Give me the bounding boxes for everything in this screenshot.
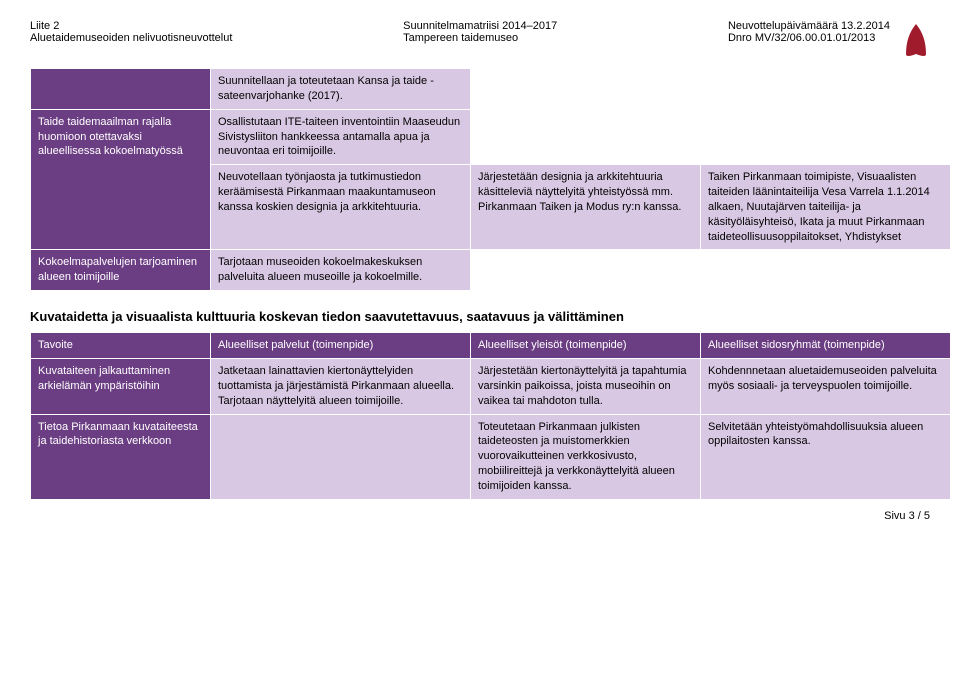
header-left: Liite 2 Aluetaidemuseoiden nelivuotisneu… bbox=[30, 20, 232, 44]
matrix-table-1: Suunnitellaan ja toteutetaan Kansa ja ta… bbox=[30, 68, 951, 291]
header-center: Suunnitelmamatriisi 2014–2017 Tampereen … bbox=[403, 20, 557, 44]
header-date: Neuvottelupäivämäärä 13.2.2014 bbox=[728, 20, 890, 32]
header-subtitle: Aluetaidemuseoiden nelivuotisneuvottelut bbox=[30, 32, 232, 44]
cell: Taiken Pirkanmaan toimipiste, Visuaalist… bbox=[701, 165, 951, 250]
table-row: Kuvataiteen jalkauttaminen arkielämän ym… bbox=[31, 358, 951, 414]
cell-empty bbox=[701, 69, 951, 110]
cell: Osallistutaan ITE-taiteen inventointiin … bbox=[211, 109, 471, 165]
table-row: Tietoa Pirkanmaan kuvataiteesta ja taide… bbox=[31, 414, 951, 499]
cell: Neuvotellaan työnjaosta ja tutkimustiedo… bbox=[211, 165, 471, 250]
cell: Kohdennnetaan aluetaidemuseoiden palvelu… bbox=[701, 358, 951, 414]
cell-empty bbox=[701, 109, 951, 165]
cell: Järjestetään designia ja arkkitehtuuria … bbox=[471, 165, 701, 250]
table-header-row: Tavoite Alueelliset palvelut (toimenpide… bbox=[31, 333, 951, 359]
header-right: Neuvottelupäivämäärä 13.2.2014 Dnro MV/3… bbox=[728, 20, 930, 60]
header-liite: Liite 2 bbox=[30, 20, 232, 32]
page-header: Liite 2 Aluetaidemuseoiden nelivuotisneu… bbox=[30, 20, 930, 60]
row-goal-cell: Tietoa Pirkanmaan kuvataiteesta ja taide… bbox=[31, 414, 211, 499]
row-goal-cell: Kokoelmapalvelujen tarjoaminen alueen to… bbox=[31, 250, 211, 291]
col-header: Alueelliset palvelut (toimenpide) bbox=[211, 333, 471, 359]
cell: Järjestetään kiertonäyttelyitä ja tapaht… bbox=[471, 358, 701, 414]
cell: Jatketaan lainattavien kiertonäyttelyide… bbox=[211, 358, 471, 414]
cell: Suunnitellaan ja toteutetaan Kansa ja ta… bbox=[211, 69, 471, 110]
matrix-table-2: Tavoite Alueelliset palvelut (toimenpide… bbox=[30, 332, 951, 500]
section-heading: Kuvataidetta ja visuaalista kulttuuria k… bbox=[30, 309, 930, 324]
header-museum: Tampereen taidemuseo bbox=[403, 32, 557, 44]
cell-empty bbox=[471, 69, 701, 110]
cell: Toteutetaan Pirkanmaan julkisten taidete… bbox=[471, 414, 701, 499]
table-row: Kokoelmapalvelujen tarjoaminen alueen to… bbox=[31, 250, 951, 291]
header-dnro: Dnro MV/32/06.00.01.01/2013 bbox=[728, 32, 890, 44]
row-goal-cell bbox=[31, 69, 211, 110]
cell: Selvitetään yhteistyömahdollisuuksia alu… bbox=[701, 414, 951, 499]
cell-empty bbox=[701, 250, 951, 291]
logo-icon bbox=[902, 20, 930, 60]
table-row: Taide taidemaailman rajalla huomioon ote… bbox=[31, 109, 951, 165]
page-footer: Sivu 3 / 5 bbox=[30, 510, 930, 522]
cell bbox=[211, 414, 471, 499]
col-header: Alueelliset sidosryhmät (toimenpide) bbox=[701, 333, 951, 359]
row-goal-cell: Taide taidemaailman rajalla huomioon ote… bbox=[31, 109, 211, 250]
header-matrix-title: Suunnitelmamatriisi 2014–2017 bbox=[403, 20, 557, 32]
row-goal-cell: Kuvataiteen jalkauttaminen arkielämän ym… bbox=[31, 358, 211, 414]
col-header: Tavoite bbox=[31, 333, 211, 359]
cell-empty bbox=[471, 250, 701, 291]
table-row: Suunnitellaan ja toteutetaan Kansa ja ta… bbox=[31, 69, 951, 110]
cell: Tarjotaan museoiden kokoelmakeskuksen pa… bbox=[211, 250, 471, 291]
col-header: Alueelliset yleisöt (toimenpide) bbox=[471, 333, 701, 359]
cell-empty bbox=[471, 109, 701, 165]
